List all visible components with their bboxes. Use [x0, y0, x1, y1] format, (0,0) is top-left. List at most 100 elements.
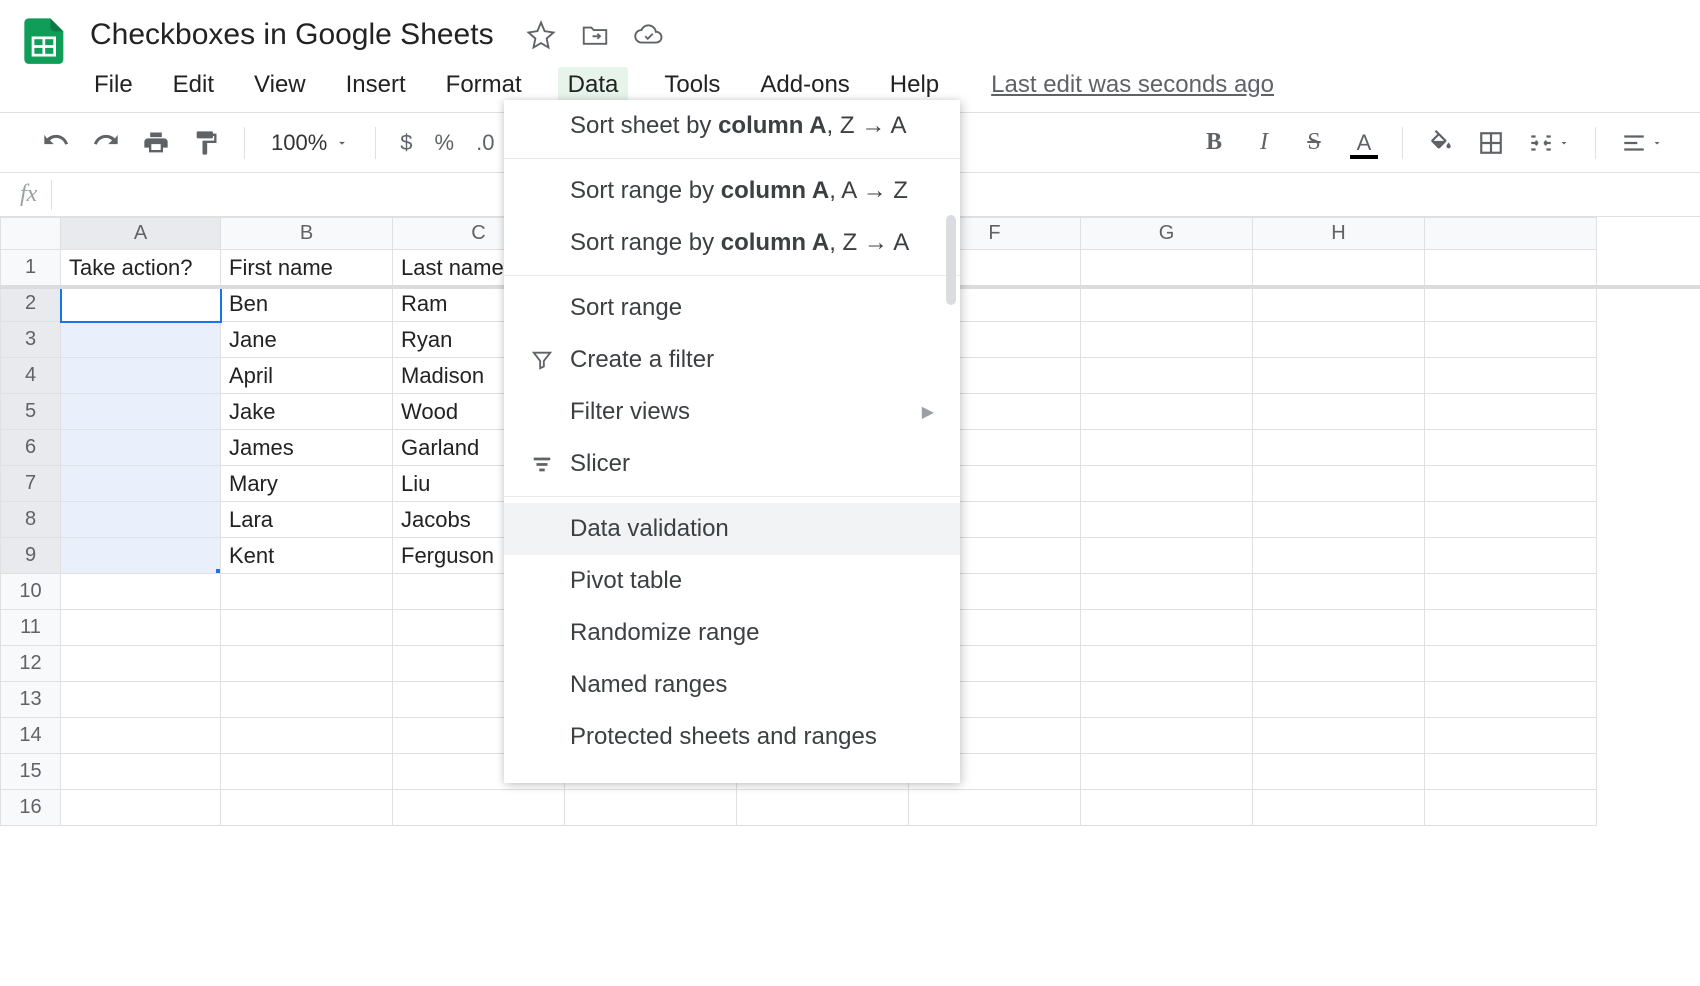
cell[interactable] [61, 322, 221, 358]
menu-item[interactable]: Sort range by column A, Z → A [504, 217, 960, 269]
cell[interactable] [61, 286, 221, 322]
cell[interactable] [61, 574, 221, 610]
cell[interactable] [61, 394, 221, 430]
row-header[interactable]: 15 [1, 754, 61, 790]
cell[interactable] [61, 610, 221, 646]
cell[interactable] [1425, 718, 1597, 754]
cell[interactable]: Lara [221, 502, 393, 538]
cell[interactable] [1425, 502, 1597, 538]
cell[interactable] [1425, 250, 1597, 286]
cell[interactable] [1081, 682, 1253, 718]
cell[interactable] [1253, 502, 1425, 538]
cell[interactable] [61, 502, 221, 538]
text-color-button[interactable]: A [1344, 123, 1384, 163]
paint-format-button[interactable] [186, 123, 226, 163]
cell[interactable]: First name [221, 250, 393, 286]
currency-button[interactable]: $ [394, 123, 418, 163]
menu-item[interactable]: Data validation [504, 503, 960, 555]
cell[interactable]: Jake [221, 394, 393, 430]
row-header[interactable]: 14 [1, 718, 61, 754]
row-header[interactable]: 10 [1, 574, 61, 610]
cloud-status-icon[interactable] [634, 20, 664, 50]
cell[interactable] [1425, 610, 1597, 646]
menu-format[interactable]: Format [442, 67, 526, 103]
cell[interactable] [1081, 286, 1253, 322]
cell[interactable] [1081, 574, 1253, 610]
row-header[interactable]: 11 [1, 610, 61, 646]
cell[interactable]: Jane [221, 322, 393, 358]
menu-item[interactable]: Slicer [504, 438, 960, 490]
cell[interactable] [1425, 466, 1597, 502]
menu-help[interactable]: Help [886, 67, 943, 103]
column-header[interactable]: H [1253, 218, 1425, 250]
cell[interactable] [1425, 358, 1597, 394]
cell[interactable] [61, 718, 221, 754]
cell[interactable] [1253, 646, 1425, 682]
cell[interactable] [1425, 430, 1597, 466]
menu-item[interactable]: Randomize range [504, 607, 960, 659]
cell[interactable] [1081, 358, 1253, 394]
cell[interactable]: April [221, 358, 393, 394]
cell[interactable] [1081, 430, 1253, 466]
menu-insert[interactable]: Insert [342, 67, 410, 103]
cell[interactable] [221, 790, 393, 826]
row-header[interactable]: 6 [1, 430, 61, 466]
cell[interactable] [1081, 466, 1253, 502]
strikethrough-button[interactable]: S [1294, 123, 1334, 163]
document-title[interactable]: Checkboxes in Google Sheets [90, 18, 494, 52]
cell[interactable] [1081, 790, 1253, 826]
cell[interactable] [221, 718, 393, 754]
cell[interactable] [1253, 790, 1425, 826]
menu-item[interactable]: Filter views▶ [504, 386, 960, 438]
percent-button[interactable]: % [429, 123, 461, 163]
cell[interactable]: Mary [221, 466, 393, 502]
menu-addons[interactable]: Add-ons [756, 67, 853, 103]
italic-button[interactable]: I [1244, 123, 1284, 163]
menu-item[interactable]: Pivot table [504, 555, 960, 607]
cell[interactable] [1425, 574, 1597, 610]
cell[interactable] [1081, 718, 1253, 754]
cell[interactable]: Take action? [61, 250, 221, 286]
cell[interactable] [1253, 610, 1425, 646]
align-button[interactable] [1614, 123, 1670, 163]
row-header[interactable]: 1 [1, 250, 61, 286]
row-header[interactable]: 7 [1, 466, 61, 502]
cell[interactable] [737, 790, 909, 826]
row-header[interactable]: 16 [1, 790, 61, 826]
row-header[interactable]: 3 [1, 322, 61, 358]
cell[interactable] [1425, 682, 1597, 718]
bold-button[interactable]: B [1194, 123, 1234, 163]
cell[interactable] [1081, 250, 1253, 286]
menu-tools[interactable]: Tools [660, 67, 724, 103]
cell[interactable] [1081, 646, 1253, 682]
column-header[interactable]: G [1081, 218, 1253, 250]
row-header[interactable]: 13 [1, 682, 61, 718]
cell[interactable] [61, 682, 221, 718]
menu-file[interactable]: File [90, 67, 137, 103]
column-header[interactable]: A [61, 218, 221, 250]
cell[interactable] [1253, 394, 1425, 430]
cell[interactable] [221, 574, 393, 610]
menu-item[interactable]: Named ranges [504, 659, 960, 711]
last-edit-link[interactable]: Last edit was seconds ago [991, 71, 1274, 99]
cell[interactable] [61, 538, 221, 574]
cell[interactable] [909, 790, 1081, 826]
cell[interactable] [61, 646, 221, 682]
move-to-folder-icon[interactable] [580, 20, 610, 50]
cell[interactable] [221, 682, 393, 718]
select-all-corner[interactable] [1, 218, 61, 250]
redo-button[interactable] [86, 123, 126, 163]
cell[interactable]: Kent [221, 538, 393, 574]
column-header[interactable] [1425, 218, 1597, 250]
cell[interactable] [61, 358, 221, 394]
cell[interactable] [393, 790, 565, 826]
print-button[interactable] [136, 123, 176, 163]
menu-view[interactable]: View [250, 67, 310, 103]
menu-item[interactable]: Create a filter [504, 334, 960, 386]
cell[interactable] [1253, 718, 1425, 754]
menu-item[interactable]: Sort range by column A, A → Z [504, 165, 960, 217]
cell[interactable] [1425, 538, 1597, 574]
row-header[interactable]: 5 [1, 394, 61, 430]
cell[interactable] [1425, 322, 1597, 358]
cell[interactable] [221, 646, 393, 682]
